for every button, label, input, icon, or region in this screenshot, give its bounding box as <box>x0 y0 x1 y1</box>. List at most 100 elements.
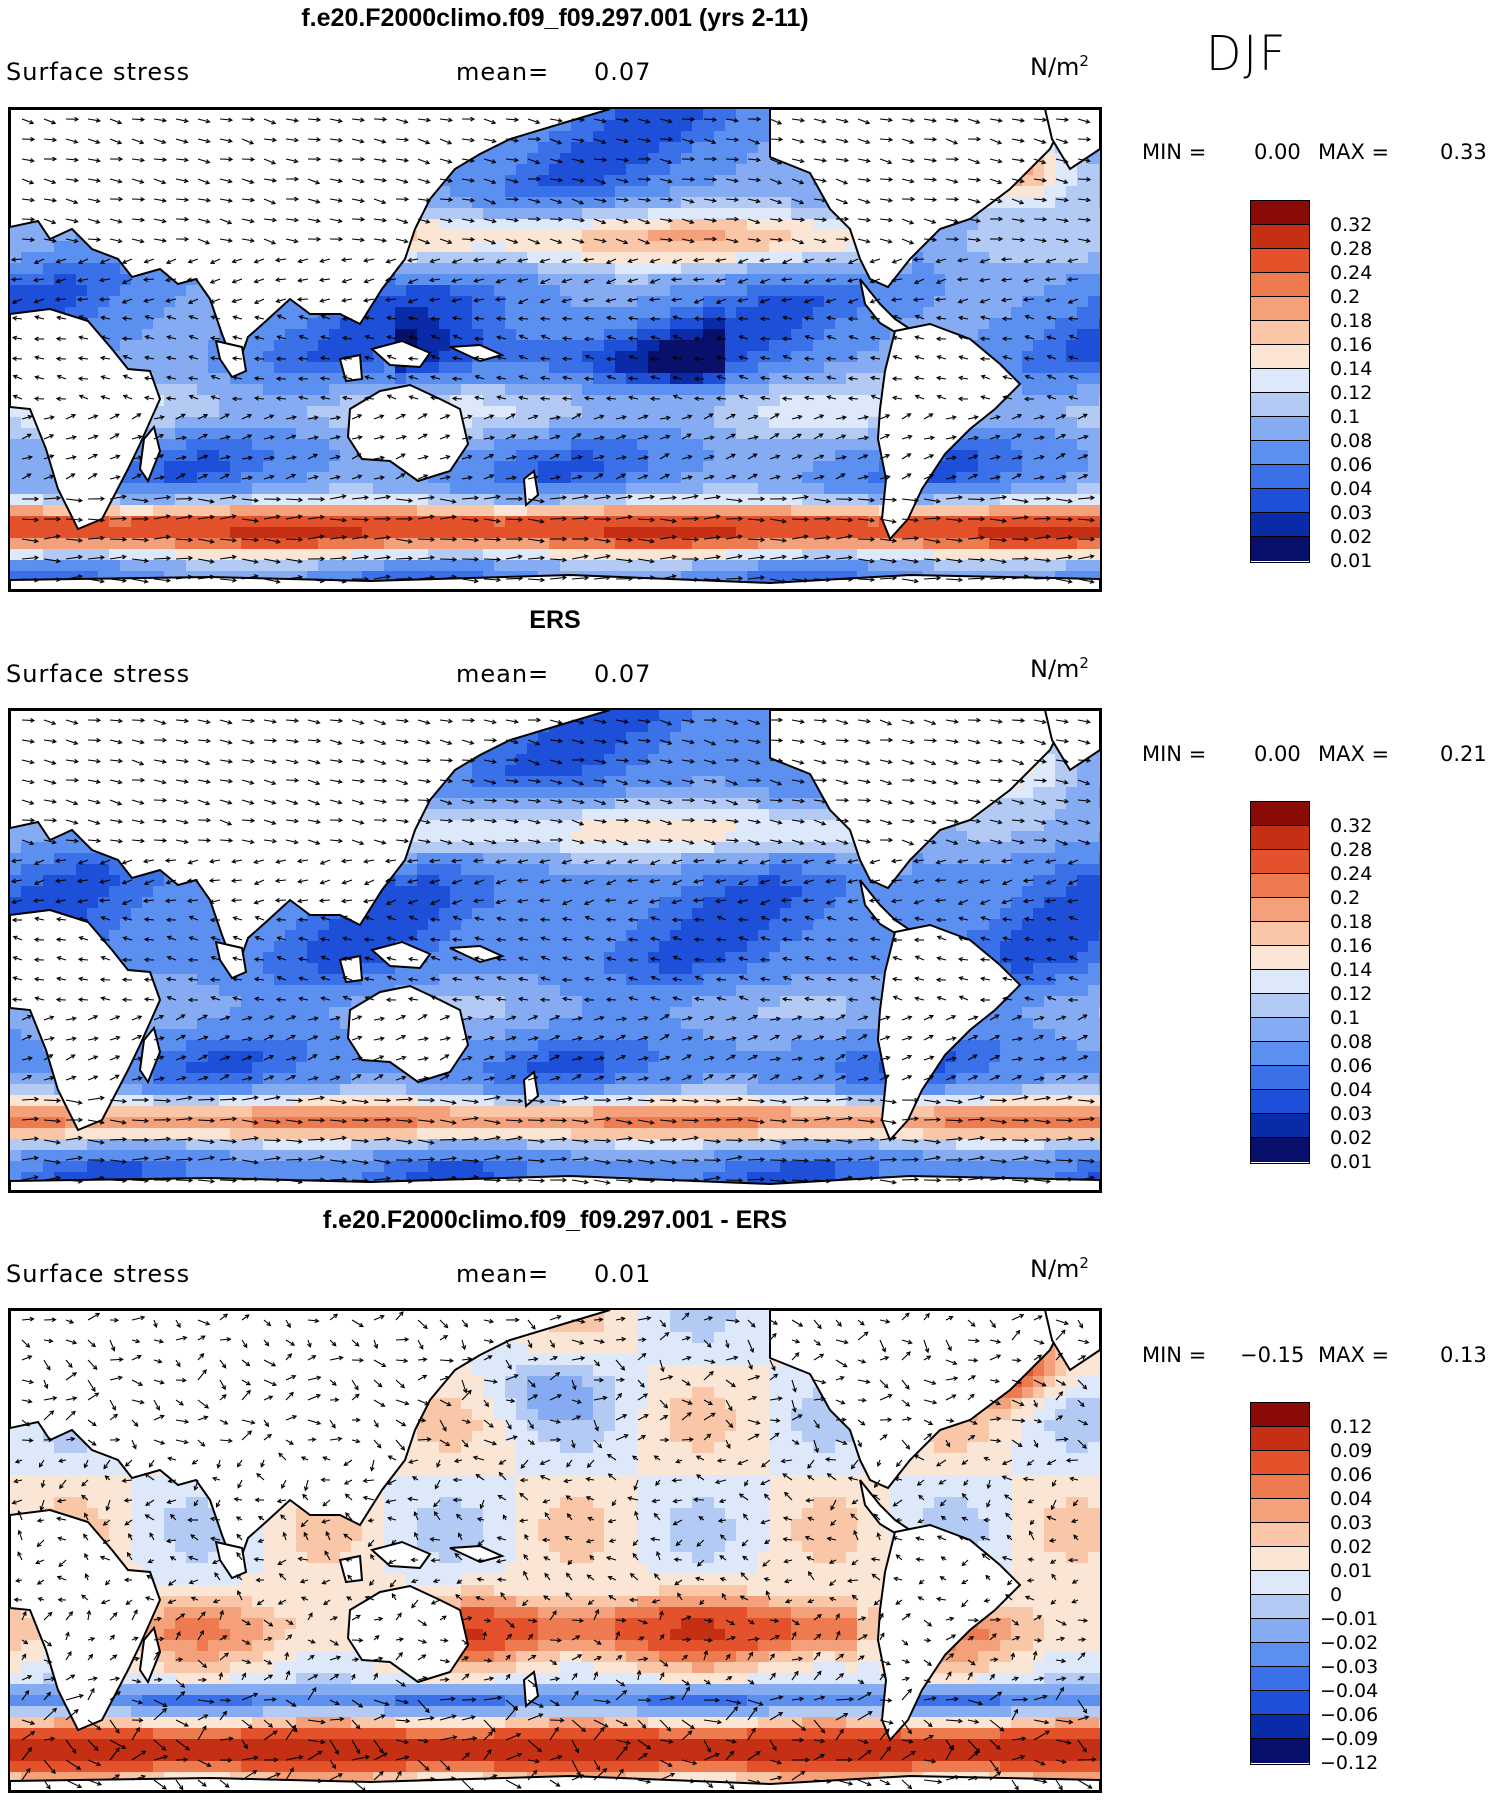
colorbar-tick-label: 0.2 <box>1330 286 1360 308</box>
colorbar-swatch <box>1251 273 1309 297</box>
landmass <box>10 1508 162 1732</box>
colorbar-tick-label: 0.12 <box>1330 382 1372 404</box>
colorbar-swatch <box>1251 850 1309 874</box>
landmass <box>10 1174 1100 1191</box>
mean-value: 0.01 <box>594 1260 651 1288</box>
colorbar-swatch <box>1251 826 1309 850</box>
map-ers <box>8 708 1102 1193</box>
colorbar-swatch <box>1251 393 1309 417</box>
landmass <box>138 1025 162 1085</box>
max-value: 0.33 <box>1440 140 1487 164</box>
landmass <box>214 1540 248 1580</box>
colorbar-swatch <box>1251 1691 1309 1715</box>
landmass <box>214 940 248 980</box>
colorbar-tick-label: 0.18 <box>1330 911 1372 933</box>
colorbar-tick-label: 0.14 <box>1330 959 1372 981</box>
colorbar-swatch <box>1251 249 1309 273</box>
mean-value: 0.07 <box>594 58 651 86</box>
landmass <box>449 343 505 363</box>
colorbar-tick-label: 0.01 <box>1330 1151 1372 1173</box>
min-label: MIN = <box>1142 140 1206 164</box>
landmass <box>10 109 611 374</box>
landmass <box>338 1554 364 1584</box>
colorbar-swatch <box>1251 513 1309 537</box>
colorbar-tick-label: −0.03 <box>1320 1656 1378 1678</box>
colorbar-tick-label: 0.1 <box>1330 1007 1360 1029</box>
colorbar-tick-label: 0.28 <box>1330 238 1372 260</box>
min-value: −0.15 <box>1240 1343 1304 1367</box>
colorbar-swatch <box>1251 1427 1309 1451</box>
landmass <box>769 710 1072 890</box>
variable-label: Surface stress <box>6 58 190 86</box>
colorbar-swatch <box>1251 1571 1309 1595</box>
units-label: N/m2 <box>1030 52 1089 81</box>
units-label: N/m2 <box>1030 654 1089 683</box>
min-label: MIN = <box>1142 1343 1206 1367</box>
stress-vectors <box>10 717 1096 1185</box>
colorbar-difference <box>1250 1402 1310 1765</box>
colorbar-swatch <box>1251 970 1309 994</box>
colorbar-tick-label: 0.04 <box>1330 1488 1372 1510</box>
colorbar-tick-label: 0.1 <box>1330 406 1360 428</box>
colorbar-tick-label: −0.09 <box>1320 1728 1378 1750</box>
colorbar-ers <box>1250 801 1310 1164</box>
landmass <box>338 353 364 383</box>
colorbar-swatch <box>1251 1667 1309 1691</box>
stress-vectors <box>11 1311 1097 1791</box>
max-label: MAX = <box>1318 742 1389 766</box>
max-label: MAX = <box>1318 1343 1389 1367</box>
colorbar-swatch <box>1251 1643 1309 1667</box>
landmass <box>769 109 1072 289</box>
colorbar-model <box>1250 200 1310 563</box>
colorbar-swatch <box>1251 1114 1309 1138</box>
colorbar-tick-label: 0.01 <box>1330 550 1372 572</box>
colorbar-swatch <box>1251 297 1309 321</box>
colorbar-swatch <box>1251 1475 1309 1499</box>
landmass <box>10 1310 611 1575</box>
colorbar-tick-label: 0.16 <box>1330 935 1372 957</box>
landmass <box>876 1523 1022 1742</box>
landmass <box>876 322 1022 541</box>
colorbar-tick-label: 0.06 <box>1330 454 1372 476</box>
landmass <box>449 1544 505 1564</box>
landmass <box>449 944 505 964</box>
colorbar-swatch <box>1251 489 1309 513</box>
colorbar-tick-label: 0.01 <box>1330 1560 1372 1582</box>
landmass <box>522 469 540 508</box>
colorbar-tick-label: 0.02 <box>1330 1536 1372 1558</box>
colorbar-tick-label: 0.02 <box>1330 1127 1372 1149</box>
landmass <box>10 573 1100 590</box>
colorbar-swatch <box>1251 1403 1309 1427</box>
colorbar-swatch <box>1251 321 1309 345</box>
colorbar-swatch <box>1251 1595 1309 1619</box>
coastlines <box>10 109 1100 590</box>
colorbar-tick-label: 0.06 <box>1330 1464 1372 1486</box>
landmass <box>346 1584 470 1684</box>
colorbar-tick-label: 0.08 <box>1330 1031 1372 1053</box>
colorbar-swatch <box>1251 1042 1309 1066</box>
season-label: DJF <box>1206 25 1287 82</box>
colorbar-tick-label: 0.04 <box>1330 478 1372 500</box>
landmass <box>10 307 162 531</box>
colorbar-tick-label: 0.12 <box>1330 1416 1372 1438</box>
mean-label: mean= <box>456 660 549 688</box>
landmass <box>338 954 364 984</box>
colorbar-tick-label: 0.03 <box>1330 502 1372 524</box>
colorbar-swatch <box>1251 1066 1309 1090</box>
map-canvas <box>10 1310 1100 1791</box>
colorbar-tick-label: 0.03 <box>1330 1512 1372 1534</box>
map-difference <box>8 1308 1102 1793</box>
landmass <box>769 1310 1072 1490</box>
max-value: 0.13 <box>1440 1343 1487 1367</box>
colorbar-swatch <box>1251 1739 1309 1763</box>
colorbar-swatch <box>1251 201 1309 225</box>
landmass <box>369 339 432 369</box>
landmass <box>214 339 248 379</box>
mean-label: mean= <box>456 1260 549 1288</box>
mean-label: mean= <box>456 58 549 86</box>
colorbar-swatch <box>1251 1523 1309 1547</box>
min-value: 0.00 <box>1254 140 1301 164</box>
colorbar-swatch <box>1251 1018 1309 1042</box>
colorbar-swatch <box>1251 1451 1309 1475</box>
variable-label: Surface stress <box>6 660 190 688</box>
